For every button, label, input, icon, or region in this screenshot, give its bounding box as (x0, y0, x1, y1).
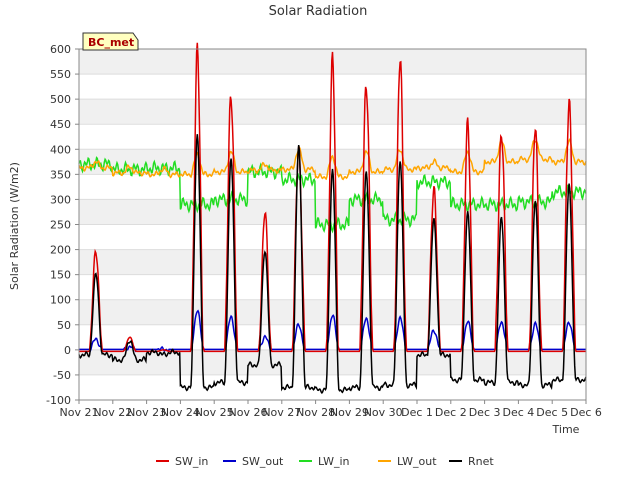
legend-label: SW_out (242, 455, 284, 468)
y-tick-label: 50 (57, 319, 71, 332)
x-tick-label: Dec 6 (570, 406, 602, 419)
station-label: BC_met (88, 36, 134, 49)
grid-band (79, 249, 586, 275)
series-line-sw-in (79, 42, 586, 353)
legend-label: Rnet (468, 455, 494, 468)
legend: SW_in SW_out LW_in LW_out Rnet (156, 455, 494, 468)
x-tick-label: Nov 27 (262, 406, 301, 419)
legend-label: LW_out (397, 455, 437, 468)
x-tick-label: Nov 26 (229, 406, 268, 419)
x-tick-label: Dec 3 (469, 406, 501, 419)
y-tick-label: 0 (64, 344, 71, 357)
x-tick-label: Nov 25 (195, 406, 234, 419)
y-axis-label: Solar Radiation (W/m2) (8, 162, 21, 290)
x-tick-label: Dec 1 (401, 406, 433, 419)
series-layer (78, 42, 587, 395)
x-tick-label: Dec 5 (536, 406, 568, 419)
grid-band (79, 174, 586, 200)
x-axis-label: Time (552, 423, 580, 436)
y-tick-label: 450 (50, 118, 71, 131)
x-tick-label: Nov 28 (296, 406, 335, 419)
y-tick-label: 250 (50, 219, 71, 232)
grid-band (79, 99, 586, 125)
x-tick-label: Nov 23 (127, 406, 166, 419)
x-tick-label: Nov 30 (364, 406, 403, 419)
grid-band (79, 74, 586, 100)
x-tick-label: Dec 2 (435, 406, 467, 419)
grid-band (79, 324, 586, 350)
y-tick-label: 500 (50, 93, 71, 106)
y-tick-label: -100 (46, 394, 71, 407)
y-tick-label: 200 (50, 244, 71, 257)
x-tick-label: Dec 4 (503, 406, 535, 419)
legend-label: LW_in (318, 455, 350, 468)
y-tick-label: 400 (50, 143, 71, 156)
grid-band (79, 374, 586, 400)
station-label-box: BC_met (82, 32, 139, 51)
y-tick-label: 150 (50, 269, 71, 282)
x-tick-label: Nov 22 (93, 406, 132, 419)
grid-band (79, 349, 586, 375)
grid-band (79, 124, 586, 150)
x-tick-label: Nov 21 (60, 406, 99, 419)
chart-title: Solar Radiation (269, 4, 368, 19)
y-tick-label: 100 (50, 294, 71, 307)
y-tick-label: 600 (50, 43, 71, 56)
series-line-rnet (78, 134, 587, 395)
y-tick-label: 300 (50, 193, 71, 206)
y-axis-ticks: -100 -50 0 50 100 150 200 250 300 350 400 450 500 550… (46, 43, 79, 407)
grid-band (79, 224, 586, 250)
x-tick-label: Nov 29 (330, 406, 369, 419)
grid-band (79, 299, 586, 325)
legend-label: SW_in (175, 455, 208, 468)
y-tick-label: 550 (50, 68, 71, 81)
y-tick-label: 350 (50, 168, 71, 181)
background-bands (79, 49, 586, 400)
grid-band (79, 274, 586, 300)
x-tick-label: Nov 24 (161, 406, 200, 419)
y-tick-label: -50 (53, 369, 71, 382)
